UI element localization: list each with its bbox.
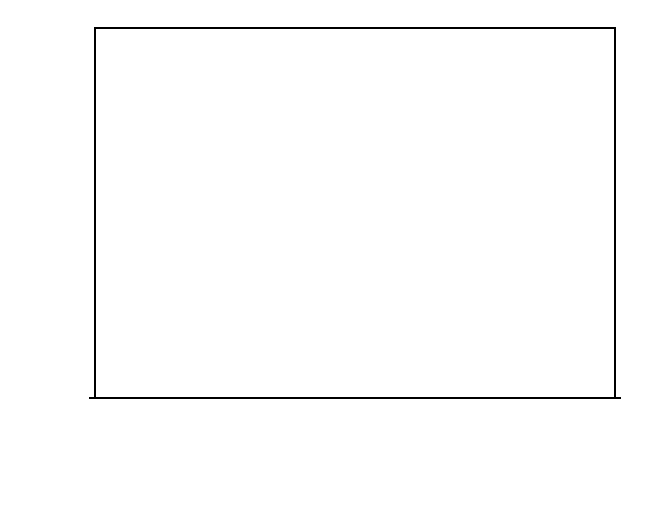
- gapdh-expression-chart: [0, 0, 645, 516]
